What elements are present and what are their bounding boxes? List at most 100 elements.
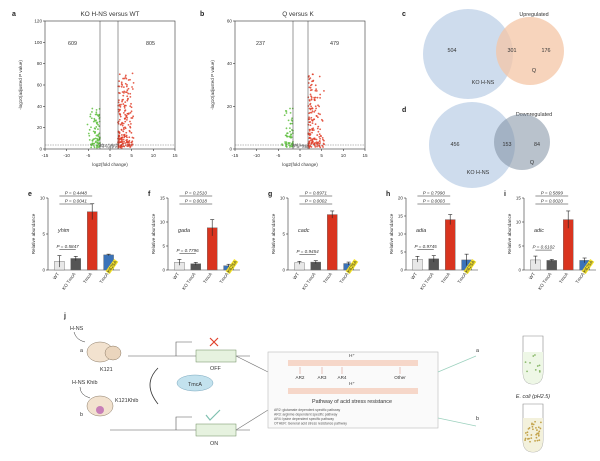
volcano-up-point	[123, 77, 126, 80]
panel-letter-e: e	[28, 191, 32, 198]
category-label-main: TmcA	[338, 271, 350, 284]
volcano-ns-point	[111, 143, 114, 146]
ytick-label: 20	[37, 125, 43, 130]
bacterial-cell	[524, 439, 526, 441]
volcano-down-point	[289, 135, 292, 137]
volcano-up-point	[319, 93, 322, 96]
volcano-up-point	[119, 106, 122, 108]
xtick-label: -5	[276, 153, 281, 158]
bar-panel-f: f 0 5 10 15 Relative abundance gada WT KO TmcA Tm…	[148, 191, 240, 291]
volcano-down-point	[286, 132, 289, 135]
volcano-down-point	[98, 125, 101, 128]
mutant-highlight	[225, 259, 239, 275]
gene-label: adic	[534, 228, 544, 234]
panel-c-title: Upregulated	[519, 12, 548, 18]
volcano-up-point	[123, 133, 125, 136]
p-value-label: P = 0.0041	[65, 199, 88, 204]
volcano-up-point	[318, 135, 321, 138]
volcano-ns-point	[106, 145, 108, 147]
volcano-up-point	[131, 72, 134, 75]
volcano-down-point	[97, 146, 100, 148]
panel-a-xticks: -15 -10 -5 0 5 10 15	[42, 149, 178, 158]
volcano-up-point	[120, 103, 122, 106]
volcano-ns-point	[101, 145, 103, 148]
volcano-up-point	[310, 98, 313, 100]
volcano-up-point	[118, 118, 121, 121]
volcano-ns-point	[115, 146, 117, 149]
volcano-up-point	[313, 96, 316, 99]
volcano-up-point	[120, 139, 123, 142]
volcano-up-point	[118, 99, 120, 102]
volcano-up-point	[314, 109, 317, 112]
hns-khib-label: H-NS Khib	[72, 380, 97, 386]
volcano-up-point	[122, 122, 125, 125]
p-value-label: P = 0.6102	[533, 245, 556, 250]
volcano-down-point	[92, 120, 95, 123]
panel-b-count-right: 479	[330, 41, 339, 47]
volcano-up-point	[119, 113, 122, 116]
volcano-down-point	[90, 126, 92, 129]
volcano-down-point	[288, 142, 291, 145]
volcano-down-point	[284, 141, 286, 143]
volcano-up-point	[124, 74, 127, 77]
xtick-label: 15	[172, 153, 178, 158]
volcano-up-point	[129, 95, 132, 98]
legend-line: OTHER: General acid stress resistance pa…	[274, 422, 347, 426]
arrow-to-tube-a	[437, 355, 477, 373]
volcano-up-point	[309, 84, 312, 87]
k121-label: K121	[100, 367, 113, 373]
bacterial-cell	[537, 434, 540, 436]
ytick-label: 20	[227, 104, 233, 109]
p-value-label: P = 0.7796	[177, 248, 200, 253]
venn-down-left-count: 456	[451, 142, 460, 148]
volcano-up-point	[314, 89, 317, 92]
volcano-up-point	[312, 129, 315, 131]
volcano-up-point	[126, 99, 129, 102]
volcano-up-point	[122, 138, 125, 141]
volcano-down-point	[96, 142, 98, 144]
volcano-up-point	[121, 122, 124, 125]
volcano-up-point	[125, 85, 128, 88]
volcano-up-point	[127, 141, 130, 144]
volcano-ns-point	[109, 147, 112, 149]
volcano-down-point	[86, 123, 89, 126]
volcano-ns-point	[297, 146, 299, 148]
active-check-icon	[205, 409, 221, 421]
volcano-up-point	[129, 92, 132, 95]
volcano-up-point	[124, 82, 127, 85]
volcano-up-point	[309, 93, 312, 96]
bacterial-cell	[526, 434, 529, 436]
volcano-down-point	[93, 119, 96, 122]
xtick-label: -15	[232, 153, 239, 158]
volcano-up-point	[319, 142, 322, 144]
bacterial-cell	[538, 430, 541, 433]
bar-ytick-label: 10	[516, 220, 522, 225]
volcano-up-point	[124, 91, 127, 94]
volcano-up-point	[318, 133, 321, 136]
tube-a-cells	[524, 354, 541, 373]
volcano-up-point	[309, 89, 312, 92]
venn-up-left-count: 504	[448, 48, 457, 54]
panel-j-label-b: b	[80, 412, 83, 418]
volcano-up-point	[308, 116, 311, 119]
volcano-down-point	[93, 117, 96, 120]
panel-b-xlabel: log2(fold change)	[282, 162, 318, 167]
volcano-up-point	[316, 116, 319, 119]
volcano-up-point	[124, 126, 126, 129]
bacterial-cell	[524, 432, 527, 434]
off-label: OFF	[210, 366, 221, 372]
tmca-label: TmcA	[188, 382, 202, 388]
p-value-label: P = 0.0003	[423, 199, 446, 204]
panel-b-title: Q versus K	[282, 11, 314, 18]
volcano-up-point	[311, 107, 314, 110]
volcano-up-point	[119, 123, 122, 126]
volcano-up-point	[131, 86, 133, 88]
tube-a-liquid	[523, 352, 543, 384]
volcano-up-point	[130, 102, 132, 105]
volcano-ns-point	[100, 145, 102, 147]
volcano-down-point	[289, 130, 291, 133]
ar-labels: AR2 AR3 AR4 Other	[296, 367, 406, 380]
bar-ytick-label: 0	[282, 268, 285, 273]
xtick-label: 10	[151, 153, 157, 158]
volcano-up-point	[121, 91, 124, 93]
